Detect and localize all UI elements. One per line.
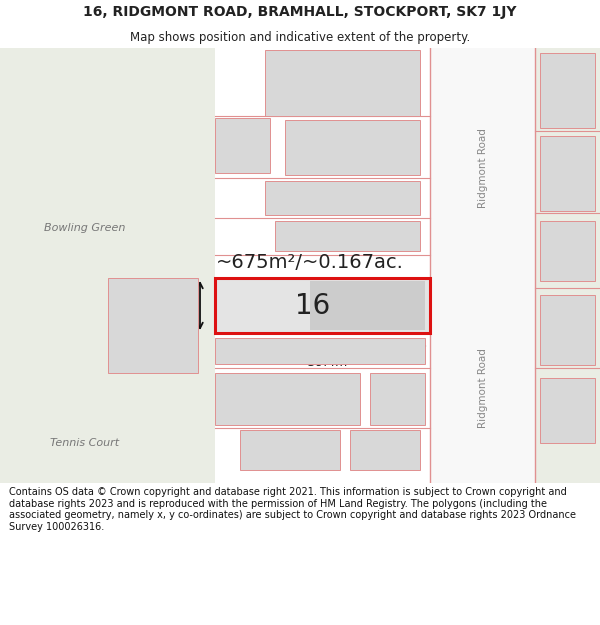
Text: Ridgmont Road: Ridgmont Road <box>478 128 487 208</box>
Text: ~675m²/~0.167ac.: ~675m²/~0.167ac. <box>216 254 404 272</box>
Bar <box>275 221 420 251</box>
Bar <box>310 281 425 330</box>
Text: Map shows position and indicative extent of the property.: Map shows position and indicative extent… <box>130 31 470 44</box>
Text: 16, RIDGMONT ROAD, BRAMHALL, STOCKPORT, SK7 1JY: 16, RIDGMONT ROAD, BRAMHALL, STOCKPORT, … <box>83 5 517 19</box>
Bar <box>540 295 595 365</box>
Bar <box>540 221 595 281</box>
Text: Tennis Court: Tennis Court <box>50 438 119 448</box>
Bar <box>108 278 198 373</box>
Text: ~17.6m: ~17.6m <box>179 280 191 331</box>
Text: 16: 16 <box>295 291 330 319</box>
Bar <box>265 50 420 116</box>
Text: Ridgmont Road: Ridgmont Road <box>478 348 487 428</box>
Bar <box>215 118 270 173</box>
Bar <box>215 278 430 333</box>
Bar <box>265 181 420 215</box>
Text: Contains OS data © Crown copyright and database right 2021. This information is : Contains OS data © Crown copyright and d… <box>9 488 576 532</box>
Text: ~39.4m: ~39.4m <box>298 356 347 369</box>
Bar <box>535 48 600 483</box>
Bar <box>370 373 425 425</box>
Bar <box>540 53 595 128</box>
Bar <box>215 338 425 364</box>
Bar <box>285 120 420 175</box>
Bar <box>430 48 535 483</box>
Bar <box>240 430 340 470</box>
Bar <box>540 136 595 211</box>
Bar <box>0 48 215 483</box>
Bar <box>540 378 595 443</box>
Bar <box>350 430 420 470</box>
Bar <box>215 373 360 425</box>
Text: Bowling Green: Bowling Green <box>44 223 125 233</box>
